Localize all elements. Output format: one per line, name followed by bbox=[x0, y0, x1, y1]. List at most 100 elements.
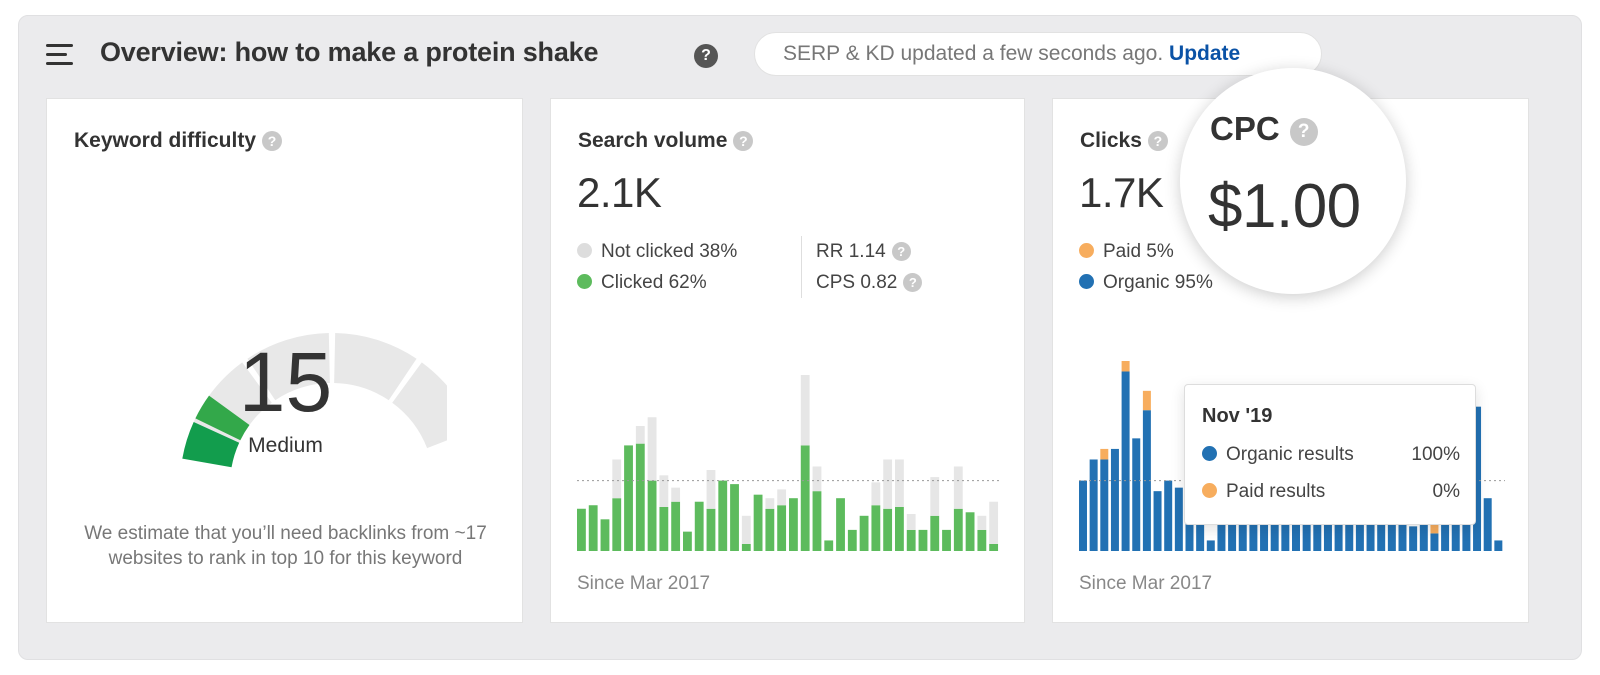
help-icon[interactable]: ? bbox=[694, 44, 718, 68]
chart-bar[interactable] bbox=[1174, 487, 1183, 551]
chart-bar[interactable] bbox=[859, 515, 869, 551]
chart-bar[interactable] bbox=[730, 484, 739, 551]
chart-bar[interactable] bbox=[765, 498, 775, 509]
chart-bar[interactable] bbox=[812, 491, 822, 551]
chart-bar[interactable] bbox=[1196, 505, 1205, 551]
chart-bar[interactable] bbox=[1494, 540, 1503, 551]
chart-bar[interactable] bbox=[1377, 505, 1386, 551]
chart-bar[interactable] bbox=[883, 459, 893, 509]
chart-bar[interactable] bbox=[612, 498, 622, 551]
chart-bar[interactable] bbox=[647, 417, 657, 481]
chart-bar[interactable] bbox=[953, 466, 963, 509]
help-icon[interactable]: ? bbox=[891, 242, 911, 261]
chart-bar[interactable] bbox=[765, 508, 775, 551]
chart-bar[interactable] bbox=[683, 531, 692, 551]
chart-bar[interactable] bbox=[1238, 505, 1247, 551]
chart-bar[interactable] bbox=[977, 515, 987, 530]
chart-bar[interactable] bbox=[1228, 501, 1237, 551]
chart-bar[interactable] bbox=[647, 480, 657, 551]
chart-bar[interactable] bbox=[659, 475, 669, 507]
chart-bar[interactable] bbox=[1142, 410, 1151, 551]
chart-bar[interactable] bbox=[906, 529, 916, 551]
chart-bar[interactable] bbox=[1100, 448, 1109, 460]
chart-bar[interactable] bbox=[1164, 480, 1173, 551]
chart-bar[interactable] bbox=[600, 519, 610, 551]
chart-bar[interactable] bbox=[1323, 512, 1332, 551]
chart-bar[interactable] bbox=[1483, 498, 1492, 551]
chart-bar[interactable] bbox=[577, 508, 586, 551]
chart-bar[interactable] bbox=[1355, 505, 1364, 551]
chart-bar[interactable] bbox=[635, 443, 645, 551]
chart-bar[interactable] bbox=[1260, 508, 1269, 551]
chart-bar[interactable] bbox=[1345, 508, 1354, 551]
chart-bar[interactable] bbox=[883, 508, 893, 551]
chart-bar[interactable] bbox=[741, 515, 751, 544]
help-icon[interactable]: ? bbox=[733, 131, 754, 151]
help-icon[interactable]: ? bbox=[1147, 131, 1168, 151]
difficulty-score: 15 bbox=[238, 335, 333, 429]
chart-bar[interactable] bbox=[836, 498, 845, 551]
chart-bar[interactable] bbox=[930, 477, 940, 516]
chart-bar[interactable] bbox=[1334, 505, 1343, 551]
chart-bar[interactable] bbox=[753, 494, 763, 551]
chart-bar[interactable] bbox=[953, 508, 963, 551]
chart-bar[interactable] bbox=[930, 515, 940, 551]
chart-bar[interactable] bbox=[1121, 361, 1130, 372]
chart-bar[interactable] bbox=[789, 498, 798, 551]
chart-bar[interactable] bbox=[965, 512, 975, 551]
chart-bar[interactable] bbox=[1132, 438, 1141, 551]
chart-bar[interactable] bbox=[800, 445, 810, 551]
chart-bar[interactable] bbox=[847, 529, 857, 551]
chart-bar[interactable] bbox=[624, 445, 633, 551]
chart-bar[interactable] bbox=[895, 459, 904, 507]
chart-bar[interactable] bbox=[706, 470, 716, 509]
chart-bar[interactable] bbox=[741, 543, 751, 551]
chart-bar[interactable] bbox=[635, 426, 645, 444]
chart-bar[interactable] bbox=[1100, 459, 1109, 551]
chart-bar[interactable] bbox=[906, 514, 916, 530]
chart-bar[interactable] bbox=[1079, 480, 1087, 551]
chart-bar[interactable] bbox=[871, 505, 881, 551]
chart-bar[interactable] bbox=[671, 501, 681, 551]
chart-bar[interactable] bbox=[1142, 390, 1151, 411]
chart-bar[interactable] bbox=[671, 487, 681, 502]
search-volume-since: Since Mar 2017 bbox=[577, 573, 711, 594]
chart-bar[interactable] bbox=[694, 501, 704, 551]
chart-bar[interactable] bbox=[1110, 448, 1119, 551]
chart-bar[interactable] bbox=[1249, 508, 1258, 551]
chart-bar[interactable] bbox=[718, 480, 728, 551]
chart-bar[interactable] bbox=[800, 375, 810, 446]
chart-bar[interactable] bbox=[1185, 505, 1194, 551]
search-volume-chart[interactable] bbox=[577, 361, 1001, 553]
chart-bar[interactable] bbox=[918, 529, 928, 551]
chart-bar[interactable] bbox=[1430, 524, 1439, 534]
chart-bar[interactable] bbox=[1398, 501, 1407, 551]
chart-bar[interactable] bbox=[1430, 533, 1439, 551]
chart-bar[interactable] bbox=[812, 466, 822, 492]
chart-bar[interactable] bbox=[895, 507, 904, 551]
help-icon[interactable]: ? bbox=[262, 131, 283, 151]
chart-bar[interactable] bbox=[1409, 526, 1418, 551]
chart-bar[interactable] bbox=[942, 529, 951, 551]
chart-bar[interactable] bbox=[588, 505, 598, 551]
menu-icon[interactable] bbox=[46, 42, 74, 66]
chart-bar[interactable] bbox=[871, 482, 881, 506]
chart-bar[interactable] bbox=[1473, 406, 1482, 551]
chart-bar[interactable] bbox=[659, 507, 669, 551]
update-link[interactable]: Update bbox=[1169, 42, 1241, 65]
chart-bar[interactable] bbox=[989, 501, 999, 544]
chart-bar[interactable] bbox=[1121, 371, 1130, 551]
chart-bar[interactable] bbox=[777, 505, 787, 551]
chart-bar[interactable] bbox=[1313, 515, 1322, 551]
help-icon[interactable]: ? bbox=[1289, 118, 1318, 146]
chart-bar[interactable] bbox=[706, 508, 716, 551]
chart-bar[interactable] bbox=[1206, 540, 1215, 551]
help-icon[interactable]: ? bbox=[903, 273, 923, 292]
chart-bar[interactable] bbox=[612, 459, 622, 499]
chart-bar[interactable] bbox=[777, 489, 787, 506]
chart-bar[interactable] bbox=[1153, 491, 1162, 551]
chart-bar[interactable] bbox=[1089, 459, 1098, 551]
chart-bar[interactable] bbox=[989, 543, 999, 551]
chart-bar[interactable] bbox=[977, 529, 987, 551]
chart-bar[interactable] bbox=[824, 540, 834, 551]
